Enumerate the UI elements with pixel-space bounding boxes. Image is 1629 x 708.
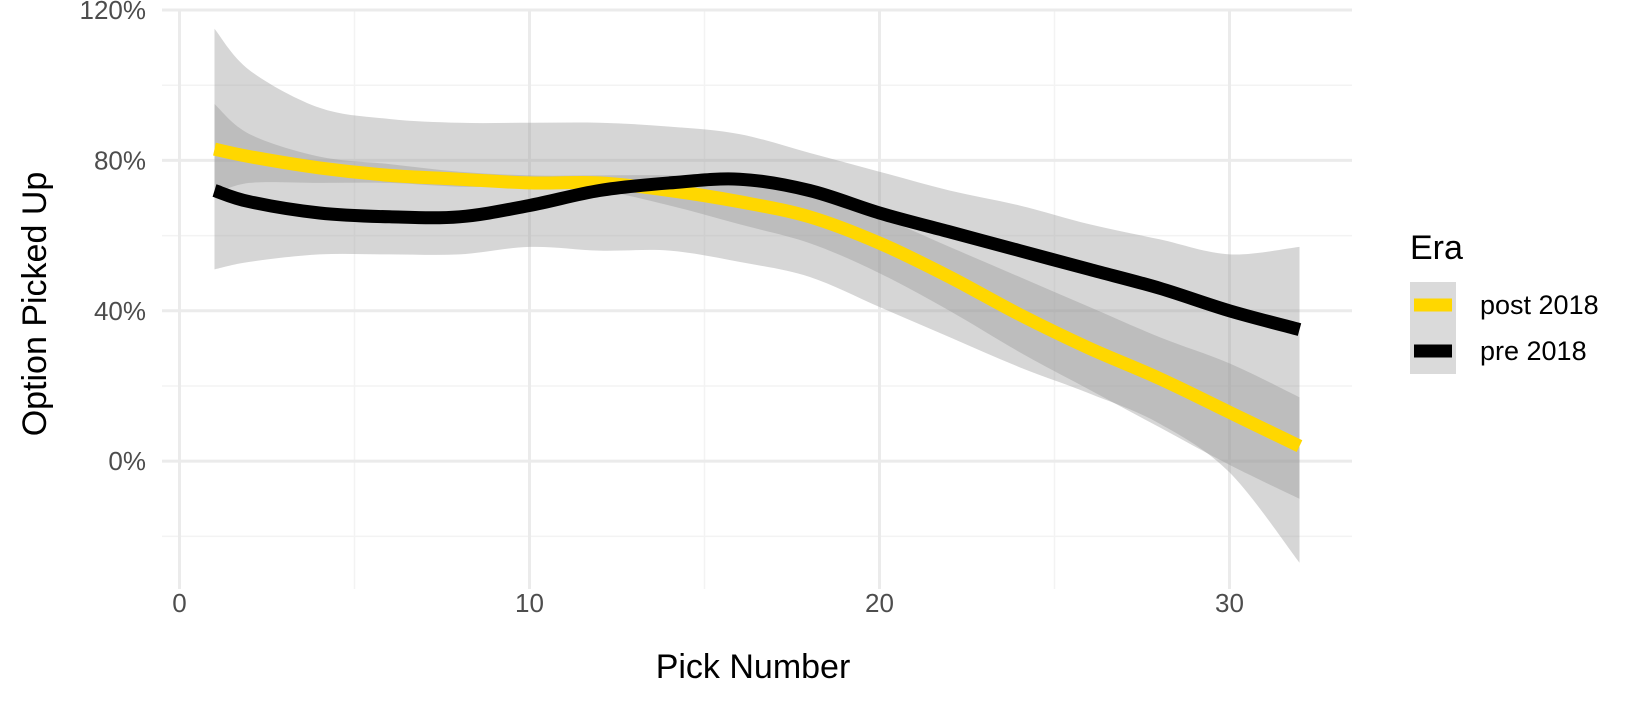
grid-lines: [162, 8, 1352, 589]
y-tick-label: 80%: [94, 145, 146, 175]
y-axis-ticks: 0% 40% 80% 120%: [80, 0, 147, 476]
series-lines: [212, 142, 1303, 452]
series-line-post-2018: [213, 142, 1303, 452]
x-tick-label: 10: [515, 588, 544, 618]
confidence-ribbons: [214, 28, 1300, 563]
legend-entries: post 2018 pre 2018: [1410, 282, 1599, 374]
confidence-ribbon-pre-2018: [214, 28, 1300, 563]
legend-entry-label: post 2018: [1480, 290, 1599, 320]
legend-title: Era: [1410, 229, 1463, 267]
y-tick-label: 40%: [94, 296, 146, 326]
x-axis-title: Pick Number: [656, 648, 851, 686]
y-axis-title: Option Picked Up: [16, 172, 54, 437]
legend: Era post 2018 pre 2018: [1410, 229, 1599, 374]
y-tick-label: 120%: [80, 0, 147, 25]
x-tick-label: 30: [1215, 588, 1244, 618]
y-tick-label: 0%: [108, 446, 146, 476]
legend-entry-label: pre 2018: [1480, 336, 1587, 366]
x-tick-label: 0: [172, 588, 186, 618]
x-tick-label: 20: [865, 588, 894, 618]
series-line-pre-2018: [212, 172, 1302, 336]
x-axis-ticks: 0 10 20 30: [172, 588, 1244, 618]
